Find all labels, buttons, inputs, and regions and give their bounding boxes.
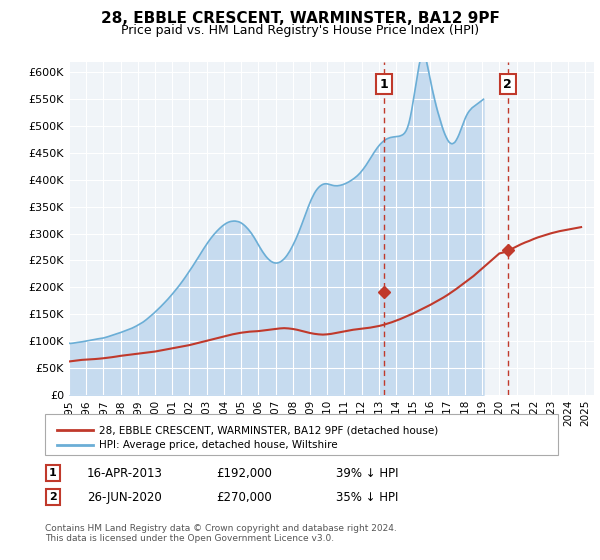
Text: 1: 1: [49, 468, 56, 478]
Text: 2: 2: [503, 78, 512, 91]
Text: 35% ↓ HPI: 35% ↓ HPI: [336, 491, 398, 504]
Text: 16-APR-2013: 16-APR-2013: [87, 466, 163, 480]
Text: 28, EBBLE CRESCENT, WARMINSTER, BA12 9PF: 28, EBBLE CRESCENT, WARMINSTER, BA12 9PF: [101, 11, 499, 26]
Text: 39% ↓ HPI: 39% ↓ HPI: [336, 466, 398, 480]
Text: £192,000: £192,000: [216, 466, 272, 480]
Text: 26-JUN-2020: 26-JUN-2020: [87, 491, 162, 504]
Text: Price paid vs. HM Land Registry's House Price Index (HPI): Price paid vs. HM Land Registry's House …: [121, 24, 479, 36]
Text: Contains HM Land Registry data © Crown copyright and database right 2024.
This d: Contains HM Land Registry data © Crown c…: [45, 524, 397, 543]
Text: 28, EBBLE CRESCENT, WARMINSTER, BA12 9PF (detached house): 28, EBBLE CRESCENT, WARMINSTER, BA12 9PF…: [99, 425, 438, 435]
Text: HPI: Average price, detached house, Wiltshire: HPI: Average price, detached house, Wilt…: [99, 440, 338, 450]
Text: 2: 2: [49, 492, 56, 502]
Text: 1: 1: [379, 78, 388, 91]
Text: £270,000: £270,000: [216, 491, 272, 504]
